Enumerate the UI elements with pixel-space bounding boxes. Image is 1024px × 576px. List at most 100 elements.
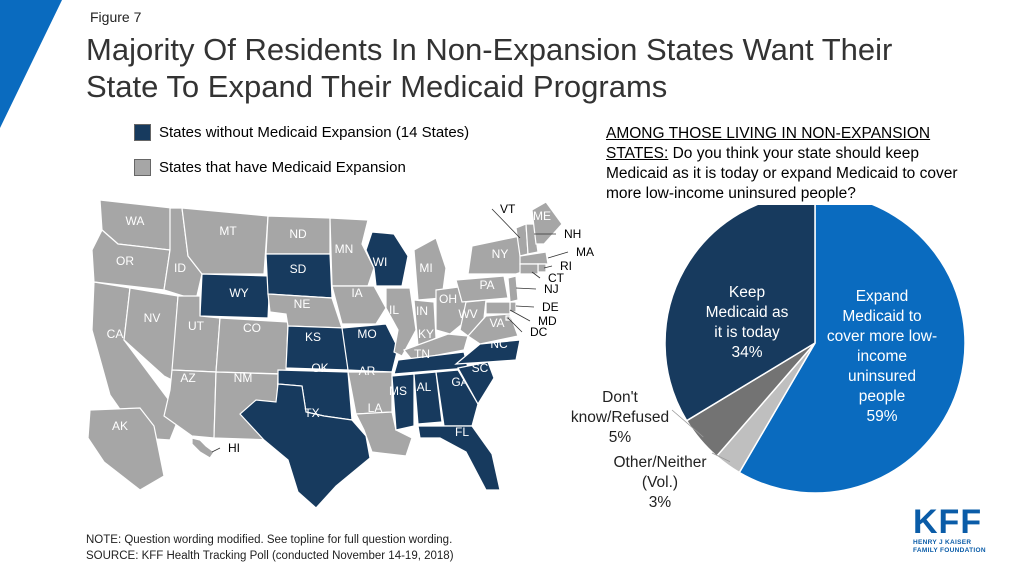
state-label-ia: IA — [351, 286, 362, 300]
state-label-mi: MI — [419, 261, 432, 275]
state-callout-nh: NH — [564, 227, 581, 241]
footnotes: NOTE: Question wording modified. See top… — [86, 532, 454, 564]
state-label-ne: NE — [294, 297, 311, 311]
pie-label-line: Medicaid as — [706, 304, 789, 321]
logo-sub-line-1: HENRY J KAISER — [913, 539, 972, 546]
pie-label-0: Expand Medicaid to cover more low-income un… — [827, 288, 937, 425]
us-state-map: WA OR CA NV ID MT WY UT CO AZ NM ND SD NE KS OK TX MN IA MO… — [87, 199, 594, 509]
title-line-1: Majority Of Residents In Non-Expansion S… — [86, 32, 893, 67]
state-label-ar: AR — [359, 364, 376, 378]
callout-line-de — [515, 305, 535, 308]
state-ia — [331, 285, 387, 325]
pie-label-line: Other/Neither — [613, 454, 706, 471]
callout-line-vt — [491, 208, 521, 239]
pie-value-label-3: 34% — [731, 344, 762, 361]
state-label-ks: KS — [305, 330, 321, 344]
state-label-co: CO — [243, 321, 261, 335]
legend-label-expansion: States that have Medicaid Expansion — [159, 158, 406, 176]
state-label-nd: ND — [289, 227, 307, 241]
pie-slice-3 — [664, 205, 816, 422]
state-callout-ct: CT — [548, 271, 565, 285]
state-mt — [181, 207, 269, 275]
pie-label-line: it is today — [714, 324, 780, 341]
state-md — [485, 301, 511, 315]
pie-label-2: Don't know/Refused 5% — [571, 389, 669, 446]
state-ct — [519, 263, 539, 275]
figure-label: Figure 7 — [90, 9, 142, 25]
kff-logo: KFF HENRY J KAISER FAMILY FOUNDATION — [913, 505, 1003, 555]
pie-label-line: Expand — [856, 288, 909, 305]
question-text: Do you think your state should keep Medi… — [606, 145, 958, 202]
state-label-nm: NM — [234, 371, 253, 385]
pie-value-label-2: 5% — [609, 429, 632, 446]
map-legend: States without Medicaid Expansion (14 St… — [134, 122, 469, 192]
callout-line-dc — [507, 317, 523, 333]
state-label-tn: TN — [414, 347, 430, 361]
callout-line-ma — [547, 251, 569, 259]
pie-label-line: uninsured — [848, 368, 916, 385]
pie-label-line: income — [857, 348, 907, 365]
pie-label-3: Keep Medicaid as it is today 34% — [706, 284, 789, 361]
callout-line-ri — [543, 265, 553, 269]
corner-accent — [0, 0, 62, 128]
state-label-nv: NV — [144, 311, 161, 325]
state-sd — [265, 253, 333, 299]
state-ma — [519, 251, 549, 265]
pie-slice-0 — [738, 205, 966, 494]
callout-line-md — [509, 309, 531, 322]
state-label-ak: AK — [112, 419, 128, 433]
callout-line-nj — [515, 287, 537, 290]
state-label-wy: WY — [229, 286, 248, 300]
logo-wordmark: KFF — [913, 503, 983, 541]
state-la — [355, 411, 413, 457]
state-label-oh: OH — [439, 292, 457, 306]
state-al — [413, 371, 443, 425]
pie-label-line: people — [859, 388, 906, 405]
state-callout-nj: NJ — [544, 282, 559, 296]
pie-leader-line-1 — [711, 452, 731, 463]
legend-item-non-expansion: States without Medicaid Expansion (14 St… — [134, 122, 469, 142]
legend-item-expansion: States that have Medicaid Expansion — [134, 157, 469, 177]
state-label-il: IL — [389, 303, 399, 317]
state-wi — [365, 231, 409, 287]
pie-leader-line-2 — [671, 409, 704, 438]
state-label-tx: TX — [304, 406, 319, 420]
callout-line-ct — [531, 271, 541, 279]
state-mi — [413, 237, 447, 301]
state-label-ok: OK — [311, 361, 328, 375]
state-tx — [239, 383, 371, 509]
state-ga — [435, 369, 479, 427]
state-label-mo: MO — [357, 327, 376, 341]
state-label-al: AL — [417, 380, 432, 394]
state-label-wa: WA — [126, 214, 145, 228]
survey-question: AMONG THOSE LIVING IN NON-EXPANSION STAT… — [606, 124, 966, 204]
state-label-pa: PA — [479, 278, 494, 292]
pie-label-1: Other/Neither (Vol.) 3% — [613, 454, 706, 511]
legend-swatch-expansion — [134, 158, 151, 176]
state-label-id: ID — [174, 261, 186, 275]
state-hi — [191, 437, 215, 459]
state-label-mn: MN — [335, 242, 354, 256]
pie-label-line: Don't — [602, 389, 638, 406]
state-label-sc: SC — [472, 361, 489, 375]
state-callout-dc: DC — [530, 325, 548, 339]
state-label-ky: KY — [418, 327, 434, 341]
state-ms — [391, 373, 415, 431]
page-title: Majority Of Residents In Non-Expansion S… — [86, 31, 1006, 105]
state-wy — [199, 273, 271, 319]
pie-value-label-0: 59% — [866, 408, 897, 425]
note-text: NOTE: Question wording modified. See top… — [86, 534, 453, 546]
state-label-fl: FL — [455, 425, 469, 439]
state-fl — [417, 425, 501, 491]
state-label-mt: MT — [219, 224, 237, 238]
state-callout-de: DE — [542, 300, 559, 314]
state-label-or: OR — [116, 254, 134, 268]
source-text: SOURCE: KFF Health Tracking Poll (conduc… — [86, 550, 454, 562]
pie-label-line: (Vol.) — [642, 474, 678, 491]
state-nc — [454, 339, 521, 365]
state-label-ny: NY — [492, 247, 509, 261]
state-sc — [457, 361, 495, 406]
legend-label-non-expansion: States without Medicaid Expansion (14 St… — [159, 123, 470, 141]
state-label-la: LA — [368, 401, 383, 415]
state-pa — [455, 275, 509, 303]
